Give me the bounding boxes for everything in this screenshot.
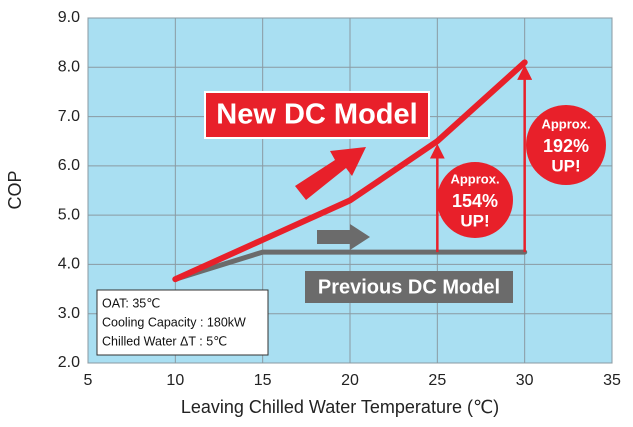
note-text: OAT: 35℃ [102, 296, 160, 310]
y-tick-label: 9.0 [58, 9, 80, 26]
y-tick-label: 2.0 [58, 354, 80, 371]
callout-text: UP! [551, 156, 580, 175]
trend-arrow [295, 147, 366, 200]
y-tick-label: 8.0 [58, 59, 80, 76]
note-text: Cooling Capacity : 180kW [102, 315, 246, 329]
y-tick-label: 5.0 [58, 206, 80, 223]
x-axis-label: Leaving Chilled Water Temperature (℃) [181, 397, 499, 417]
callout-text: Approx. [450, 171, 499, 186]
callout-circle [437, 162, 513, 238]
callout-text: 192% [543, 136, 589, 156]
callout-text: UP! [460, 211, 489, 230]
y-axis-label: COP [5, 170, 25, 209]
series-label: New DC Model [216, 99, 417, 131]
x-tick-label: 10 [166, 372, 184, 389]
y-tick-label: 3.0 [58, 305, 80, 322]
y-tick-label: 7.0 [58, 108, 80, 125]
x-tick-label: 35 [603, 372, 621, 389]
callout-text: Approx. [541, 116, 590, 131]
x-tick-label: 30 [516, 372, 534, 389]
series-line [172, 249, 528, 282]
label-box [204, 91, 430, 139]
x-tick-label: 20 [341, 372, 359, 389]
note-box [96, 289, 269, 356]
callout-text: 154% [452, 191, 498, 211]
trend-arrow [317, 224, 370, 250]
series-label: Previous DC Model [318, 276, 500, 298]
label-box [305, 271, 513, 303]
x-tick-label: 25 [428, 372, 446, 389]
series-line [172, 59, 528, 283]
y-tick-label: 4.0 [58, 256, 80, 273]
x-tick-label: 15 [254, 372, 272, 389]
note-text: Chilled Water ΔT : 5℃ [102, 334, 227, 348]
callout-circle [526, 105, 606, 185]
x-tick-label: 5 [84, 372, 93, 389]
y-tick-label: 6.0 [58, 157, 80, 174]
